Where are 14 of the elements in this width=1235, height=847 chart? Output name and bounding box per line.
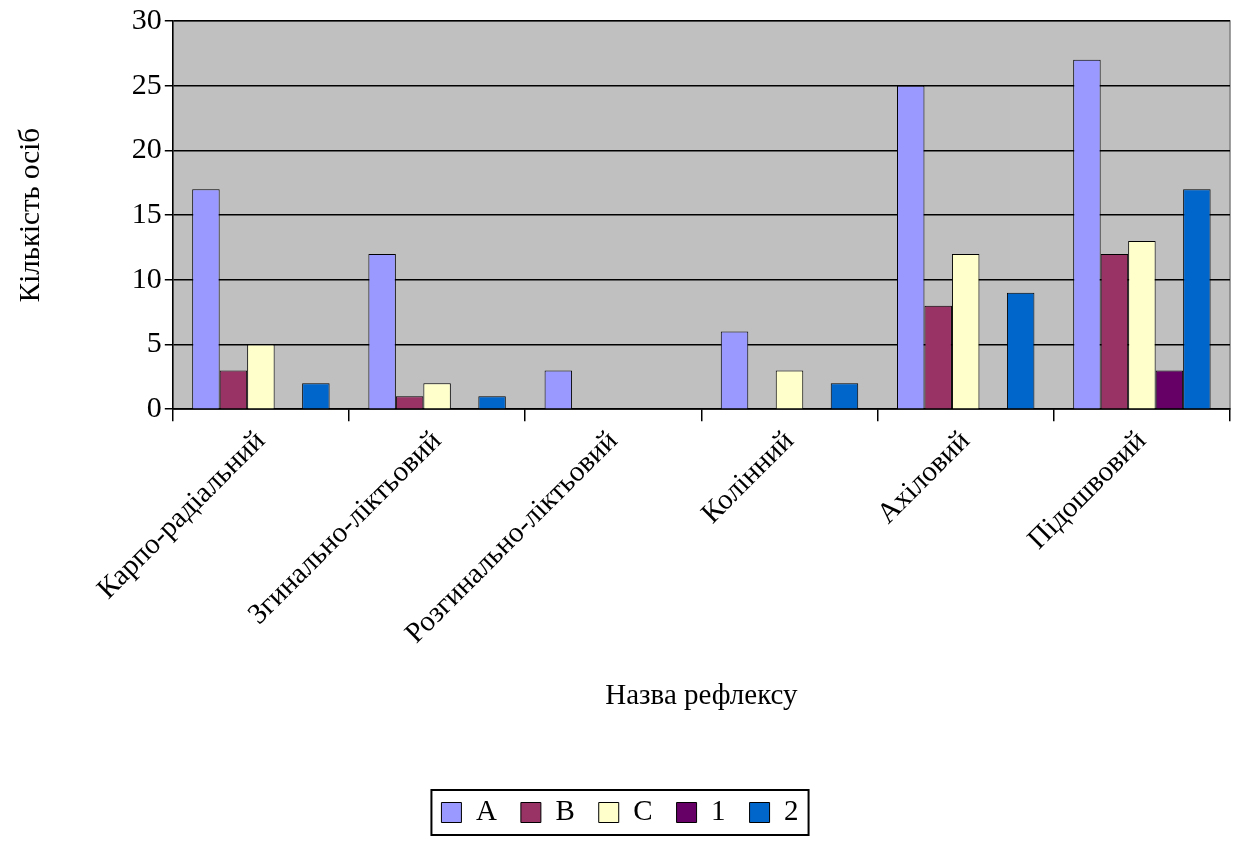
x-axis-title: Назва рефлексу (605, 678, 798, 711)
legend-label: 1 (711, 794, 726, 827)
y-tick-label: 25 (131, 66, 162, 100)
y-tick-label: 0 (146, 390, 162, 424)
y-tick-label: 5 (146, 325, 162, 359)
y-tick-label: 30 (131, 1, 162, 35)
y-tick-label: 20 (131, 131, 162, 165)
legend-label: A (475, 794, 497, 827)
legend-label: 2 (784, 794, 799, 827)
y-axis-title: Кількість осіб (13, 128, 46, 303)
y-tick-label: 10 (131, 260, 162, 294)
legend-label: B (555, 794, 575, 827)
y-tick-label: 15 (131, 196, 162, 229)
legend-label: C (633, 794, 653, 827)
